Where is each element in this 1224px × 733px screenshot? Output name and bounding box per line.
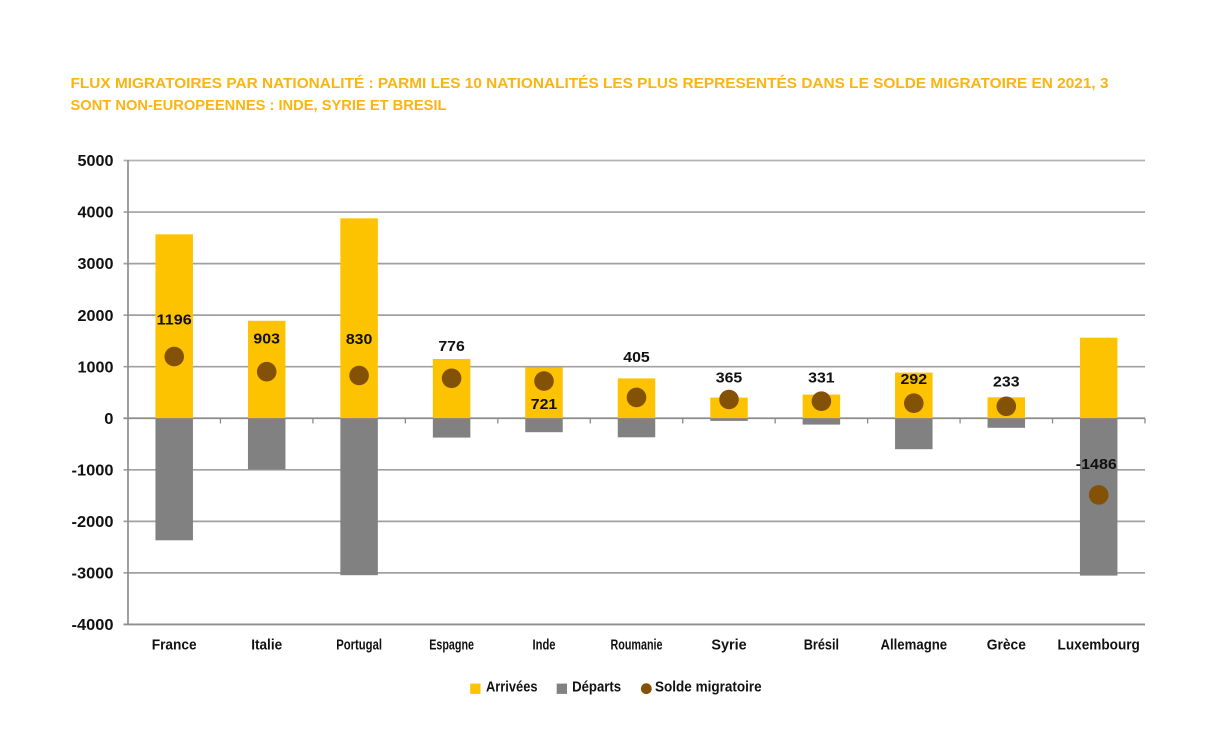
svg-text:-3000: -3000 (72, 566, 114, 583)
svg-text:France: France (152, 637, 197, 654)
svg-text:4000: 4000 (78, 205, 114, 222)
svg-text:Syrie: Syrie (711, 637, 746, 654)
svg-text:3000: 3000 (78, 256, 114, 273)
svg-text:Luxembourg: Luxembourg (1058, 637, 1140, 654)
svg-text:1000: 1000 (78, 359, 114, 376)
svg-text:776: 776 (438, 338, 465, 355)
svg-text:Solde migratoire: Solde migratoire (655, 679, 762, 696)
svg-text:Italie: Italie (251, 637, 282, 654)
svg-text:233: 233 (993, 374, 1020, 391)
svg-text:Grèce: Grèce (987, 637, 1026, 654)
svg-text:-1000: -1000 (72, 462, 114, 479)
svg-text:Portugal: Portugal (336, 637, 382, 654)
svg-text:405: 405 (623, 349, 650, 366)
svg-text:331: 331 (808, 370, 835, 387)
svg-text:5000: 5000 (78, 153, 114, 170)
svg-text:Inde: Inde (533, 637, 556, 654)
svg-text:-4000: -4000 (72, 617, 114, 634)
svg-text:Espagne: Espagne (429, 637, 474, 654)
svg-text:-2000: -2000 (72, 514, 114, 531)
svg-text:Allemagne: Allemagne (880, 637, 947, 654)
svg-text:FLUX MIGRATOIRES PAR NATIONALI: FLUX MIGRATOIRES PAR NATIONALITÉ : PARMI… (71, 75, 1109, 92)
svg-text:Départs: Départs (572, 679, 621, 696)
svg-text:SONT NON-EUROPEENNES : INDE, S: SONT NON-EUROPEENNES : INDE, SYRIE ET BR… (71, 97, 447, 114)
svg-text:Roumanie: Roumanie (611, 637, 663, 654)
svg-text:830: 830 (346, 331, 373, 348)
svg-text:721: 721 (531, 396, 558, 413)
svg-text:-1486: -1486 (1076, 456, 1117, 473)
svg-text:292: 292 (901, 371, 928, 388)
svg-text:0: 0 (104, 411, 113, 428)
svg-text:Brésil: Brésil (804, 637, 839, 654)
svg-text:1196: 1196 (157, 311, 192, 328)
svg-text:903: 903 (253, 331, 280, 348)
svg-text:365: 365 (716, 370, 743, 387)
svg-text:Arrivées: Arrivées (486, 679, 538, 696)
svg-text:2000: 2000 (78, 308, 114, 325)
